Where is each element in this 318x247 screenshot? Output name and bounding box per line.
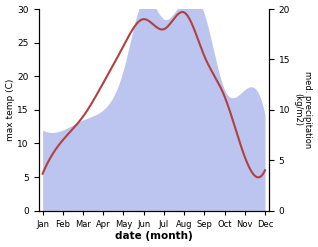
Y-axis label: med. precipitation
(kg/m2): med. precipitation (kg/m2) [293, 71, 313, 148]
X-axis label: date (month): date (month) [115, 231, 193, 242]
Y-axis label: max temp (C): max temp (C) [5, 79, 15, 141]
